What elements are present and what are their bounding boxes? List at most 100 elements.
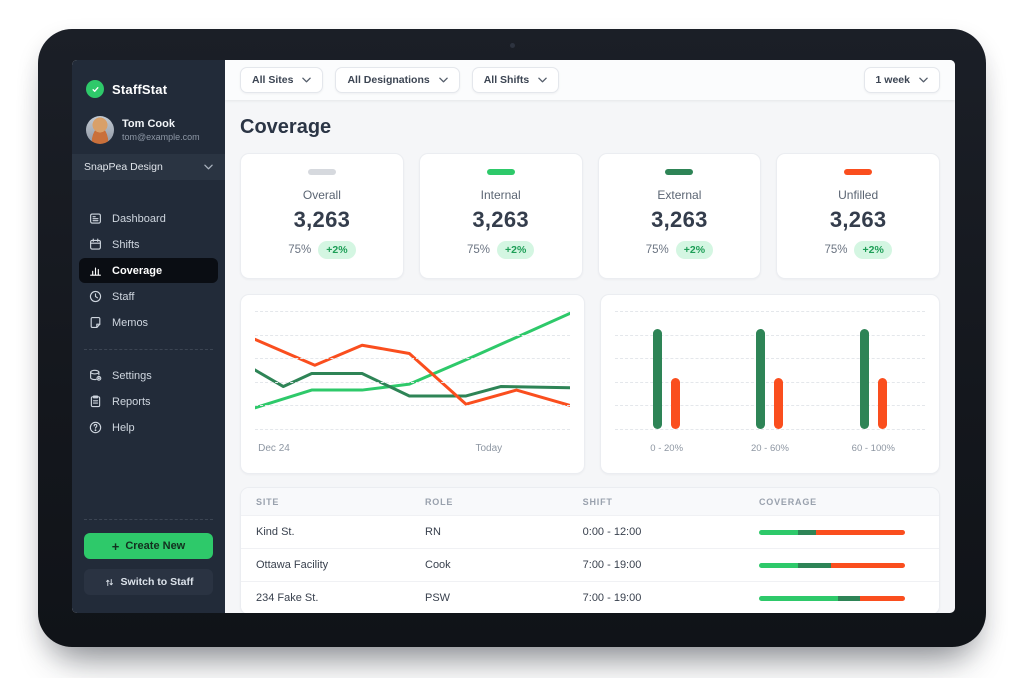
stat-accent-pill	[844, 169, 873, 175]
period-label: 1 week	[875, 74, 910, 86]
line-series-internal	[255, 313, 570, 407]
sidebar-item-memos[interactable]: Memos	[79, 310, 218, 335]
filter-label: All Shifts	[483, 74, 530, 86]
cell-shift: 7:00 - 19:00	[582, 592, 642, 604]
filter-label: All Designations	[347, 74, 430, 86]
brand-name: StaffStat	[112, 81, 168, 97]
stat-value: 3,263	[472, 207, 529, 232]
sidebar-divider-bottom	[84, 519, 213, 520]
sidebar-item-dashboard[interactable]: Dashboard	[79, 206, 218, 231]
bar-chart-groups: 0 - 20% 20 - 60% 60 - 100%	[615, 311, 925, 463]
chevron-down-icon	[204, 164, 213, 170]
bar-filled	[756, 328, 766, 429]
cell-site: 234 Fake St.	[256, 592, 319, 604]
table-row[interactable]: Ottawa Facility Cook 7:00 - 19:00	[241, 548, 939, 581]
chevron-down-icon	[302, 77, 312, 83]
coverage-table: SITE ROLE SHIFT COVERAGE Kind St. RN 0:0…	[240, 487, 940, 613]
switch-to-staff-button[interactable]: Switch to Staff	[84, 569, 213, 595]
line-series-unfilled	[255, 339, 570, 405]
avatar	[86, 116, 114, 144]
sidebar-item-shifts[interactable]: Shifts	[79, 232, 218, 257]
cell-role: PSW	[425, 592, 451, 604]
camera-dot	[510, 43, 515, 48]
chevron-down-icon	[919, 77, 928, 83]
sidebar-item-reports[interactable]: Reports	[79, 389, 218, 414]
user-profile[interactable]: Tom Cook tom@example.com	[72, 98, 225, 154]
main-panel: All Sites All Designations All Shifts 1 …	[225, 60, 955, 613]
stat-delta-badge: +2%	[675, 241, 714, 259]
sidebar-item-label: Help	[112, 421, 135, 434]
sidebar-nav: Dashboard Shifts Coverage Staff	[72, 206, 225, 336]
filter-all-designations[interactable]: All Designations	[335, 67, 460, 93]
tablet-frame: StaffStat Tom Cook tom@example.com SnapP…	[38, 29, 986, 647]
bar-group: 20 - 60%	[718, 311, 821, 463]
coverage-bar	[758, 529, 905, 535]
chevron-down-icon	[538, 77, 547, 83]
table-row[interactable]: Kind St. RN 0:00 - 12:00	[241, 515, 939, 548]
swap-arrows-icon	[105, 578, 113, 586]
stat-percent: 75%	[288, 244, 312, 256]
table-row[interactable]: 234 Fake St. PSW 7:00 - 19:00	[241, 581, 939, 613]
memo-icon	[90, 316, 101, 329]
coverage-segment	[758, 529, 799, 535]
cell-site: Kind St.	[256, 526, 295, 538]
sidebar-item-label: Dashboard	[112, 212, 166, 225]
stat-value: 3,263	[829, 207, 887, 232]
sidebar-item-help[interactable]: Help	[79, 415, 218, 440]
stat-accent-pill	[307, 169, 336, 175]
bar-filled	[859, 328, 869, 429]
stat-delta-badge: +2%	[318, 241, 356, 259]
coverage-segment	[758, 595, 838, 601]
sidebar-item-label: Shifts	[112, 238, 140, 251]
line-series-external	[255, 370, 570, 396]
stat-card-overall[interactable]: Overall 3,263 75% +2%	[240, 153, 404, 279]
bar-unfilled	[877, 378, 887, 429]
x-axis-label: Today	[475, 443, 503, 454]
sidebar-item-label: Memos	[112, 316, 149, 329]
coverage-bar	[758, 595, 905, 601]
sidebar-item-staff[interactable]: Staff	[79, 284, 218, 309]
filter-label: All Sites	[252, 74, 294, 86]
user-email: tom@example.com	[122, 132, 200, 142]
bar-unfilled	[671, 378, 681, 429]
bar-chart-card: 0 - 20% 20 - 60% 60 - 100%	[600, 294, 940, 474]
sidebar-item-coverage[interactable]: Coverage	[79, 258, 218, 283]
coverage-segment	[830, 562, 905, 568]
stat-delta-badge: +2%	[854, 241, 892, 259]
stat-delta-badge: +2%	[496, 241, 535, 259]
bar-category-label: 60 - 100%	[851, 443, 895, 454]
table-header: SITE ROLE SHIFT COVERAGE	[241, 488, 939, 515]
stat-accent-pill	[486, 169, 515, 175]
filter-all-shifts[interactable]: All Shifts	[471, 67, 560, 93]
bar-chart-icon	[90, 267, 101, 276]
line-chart-card: Dec 24 Today	[240, 294, 585, 474]
column-header-site: SITE	[256, 496, 280, 507]
bar-category-label: 20 - 60%	[750, 443, 789, 454]
column-header-role: ROLE	[425, 496, 454, 507]
cell-role: RN	[425, 526, 441, 538]
create-new-label: Create New	[125, 540, 186, 552]
coverage-segment	[798, 562, 831, 568]
sidebar: StaffStat Tom Cook tom@example.com SnapP…	[72, 60, 225, 613]
stat-card-unfilled[interactable]: Unfilled 3,263 75% +2%	[776, 153, 940, 279]
coverage-segment	[859, 595, 905, 601]
app-screen: StaffStat Tom Cook tom@example.com SnapP…	[72, 60, 955, 613]
cell-role: Cook	[425, 559, 451, 571]
database-gear-icon	[90, 369, 102, 381]
stat-card-internal[interactable]: Internal 3,263 75% +2%	[418, 153, 583, 279]
help-icon	[89, 421, 102, 434]
coverage-segment	[758, 562, 799, 568]
sidebar-item-settings[interactable]: Settings	[79, 363, 218, 388]
org-selector[interactable]: SnapPea Design	[72, 154, 225, 180]
column-header-shift: SHIFT	[582, 496, 613, 507]
switch-to-staff-label: Switch to Staff	[120, 576, 194, 588]
filter-all-sites[interactable]: All Sites	[240, 67, 324, 93]
stat-accent-pill	[665, 169, 694, 175]
period-selector[interactable]: 1 week	[863, 67, 940, 93]
stat-card-external[interactable]: External 3,263 75% +2%	[597, 153, 762, 279]
sidebar-divider	[84, 349, 213, 350]
coverage-bar	[758, 562, 905, 568]
create-new-button[interactable]: + Create New	[84, 533, 213, 559]
line-chart-x-labels: Dec 24 Today	[255, 437, 570, 461]
